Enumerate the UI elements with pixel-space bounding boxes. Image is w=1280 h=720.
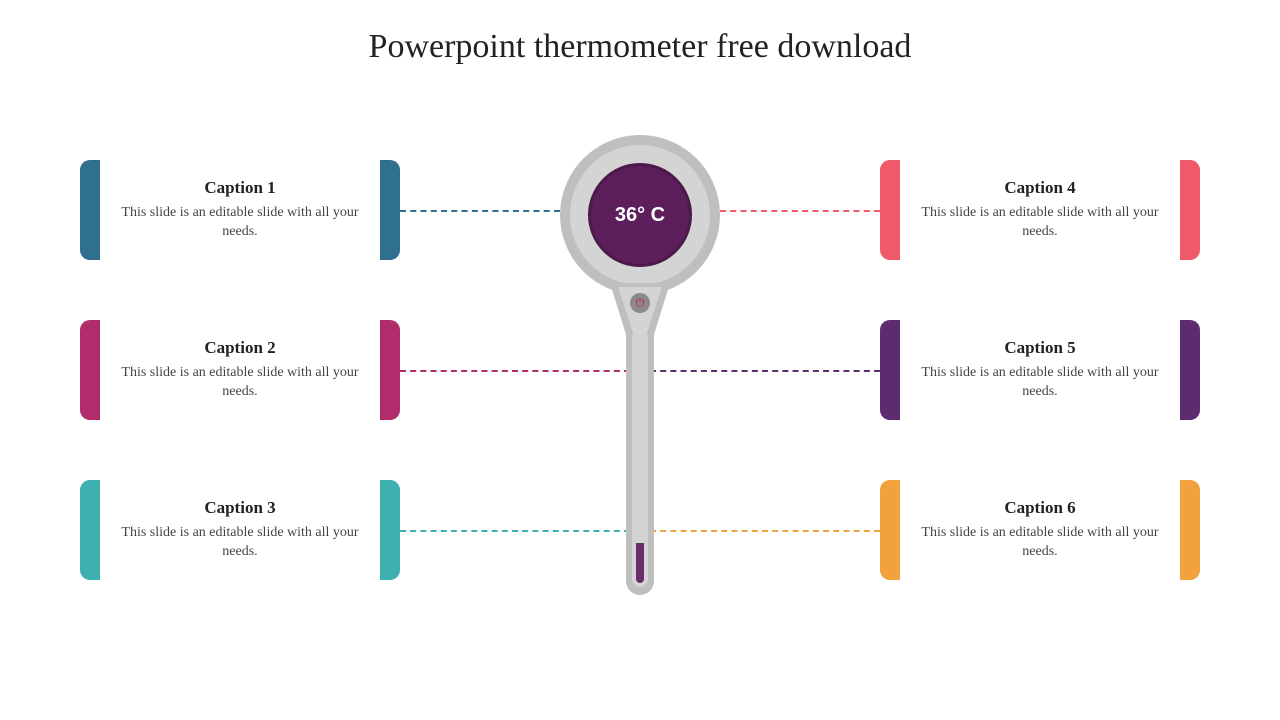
connector-line	[400, 210, 560, 212]
caption-desc: This slide is an editable slide with all…	[910, 364, 1170, 402]
caption-bar-left	[80, 160, 100, 260]
caption-desc: This slide is an editable slide with all…	[110, 204, 370, 242]
caption-box-1: Caption 1 This slide is an editable slide…	[80, 160, 400, 260]
caption-title: Caption 1	[110, 178, 370, 198]
caption-bar-left	[880, 160, 900, 260]
caption-bar-right	[1180, 320, 1200, 420]
caption-box-4: Caption 4 This slide is an editable slide…	[880, 160, 1200, 260]
caption-content: Caption 2 This slide is an editable slide…	[80, 338, 400, 402]
caption-bar-left	[80, 320, 100, 420]
caption-content: Caption 4 This slide is an editable slide…	[880, 178, 1200, 242]
caption-bar-right	[1180, 160, 1200, 260]
caption-box-5: Caption 5 This slide is an editable slide…	[880, 320, 1200, 420]
caption-desc: This slide is an editable slide with all…	[910, 524, 1170, 562]
caption-content: Caption 3 This slide is an editable slide…	[80, 498, 400, 562]
power-icon: ⏻	[630, 293, 650, 313]
caption-title: Caption 4	[910, 178, 1170, 198]
caption-bar-left	[880, 480, 900, 580]
caption-desc: This slide is an editable slide with all…	[110, 524, 370, 562]
connector-line	[720, 210, 880, 212]
caption-bar-right	[380, 320, 400, 420]
caption-desc: This slide is an editable slide with all…	[910, 204, 1170, 242]
thermo-mercury	[636, 543, 644, 583]
caption-title: Caption 5	[910, 338, 1170, 358]
caption-box-3: Caption 3 This slide is an editable slide…	[80, 480, 400, 580]
caption-desc: This slide is an editable slide with all…	[110, 364, 370, 402]
caption-bar-left	[880, 320, 900, 420]
caption-title: Caption 6	[910, 498, 1170, 518]
caption-bar-right	[1180, 480, 1200, 580]
caption-title: Caption 3	[110, 498, 370, 518]
caption-bar-left	[80, 480, 100, 580]
slide-title: Powerpoint thermometer free download	[0, 28, 1280, 66]
caption-bar-right	[380, 480, 400, 580]
caption-box-6: Caption 6 This slide is an editable slide…	[880, 480, 1200, 580]
caption-bar-right	[380, 160, 400, 260]
caption-title: Caption 2	[110, 338, 370, 358]
thermometer: 36° C ⏻	[560, 135, 720, 605]
thermo-reading: 36° C	[588, 163, 692, 267]
caption-content: Caption 1 This slide is an editable slide…	[80, 178, 400, 242]
caption-content: Caption 5 This slide is an editable slide…	[880, 338, 1200, 402]
caption-content: Caption 6 This slide is an editable slide…	[880, 498, 1200, 562]
caption-box-2: Caption 2 This slide is an editable slide…	[80, 320, 400, 420]
